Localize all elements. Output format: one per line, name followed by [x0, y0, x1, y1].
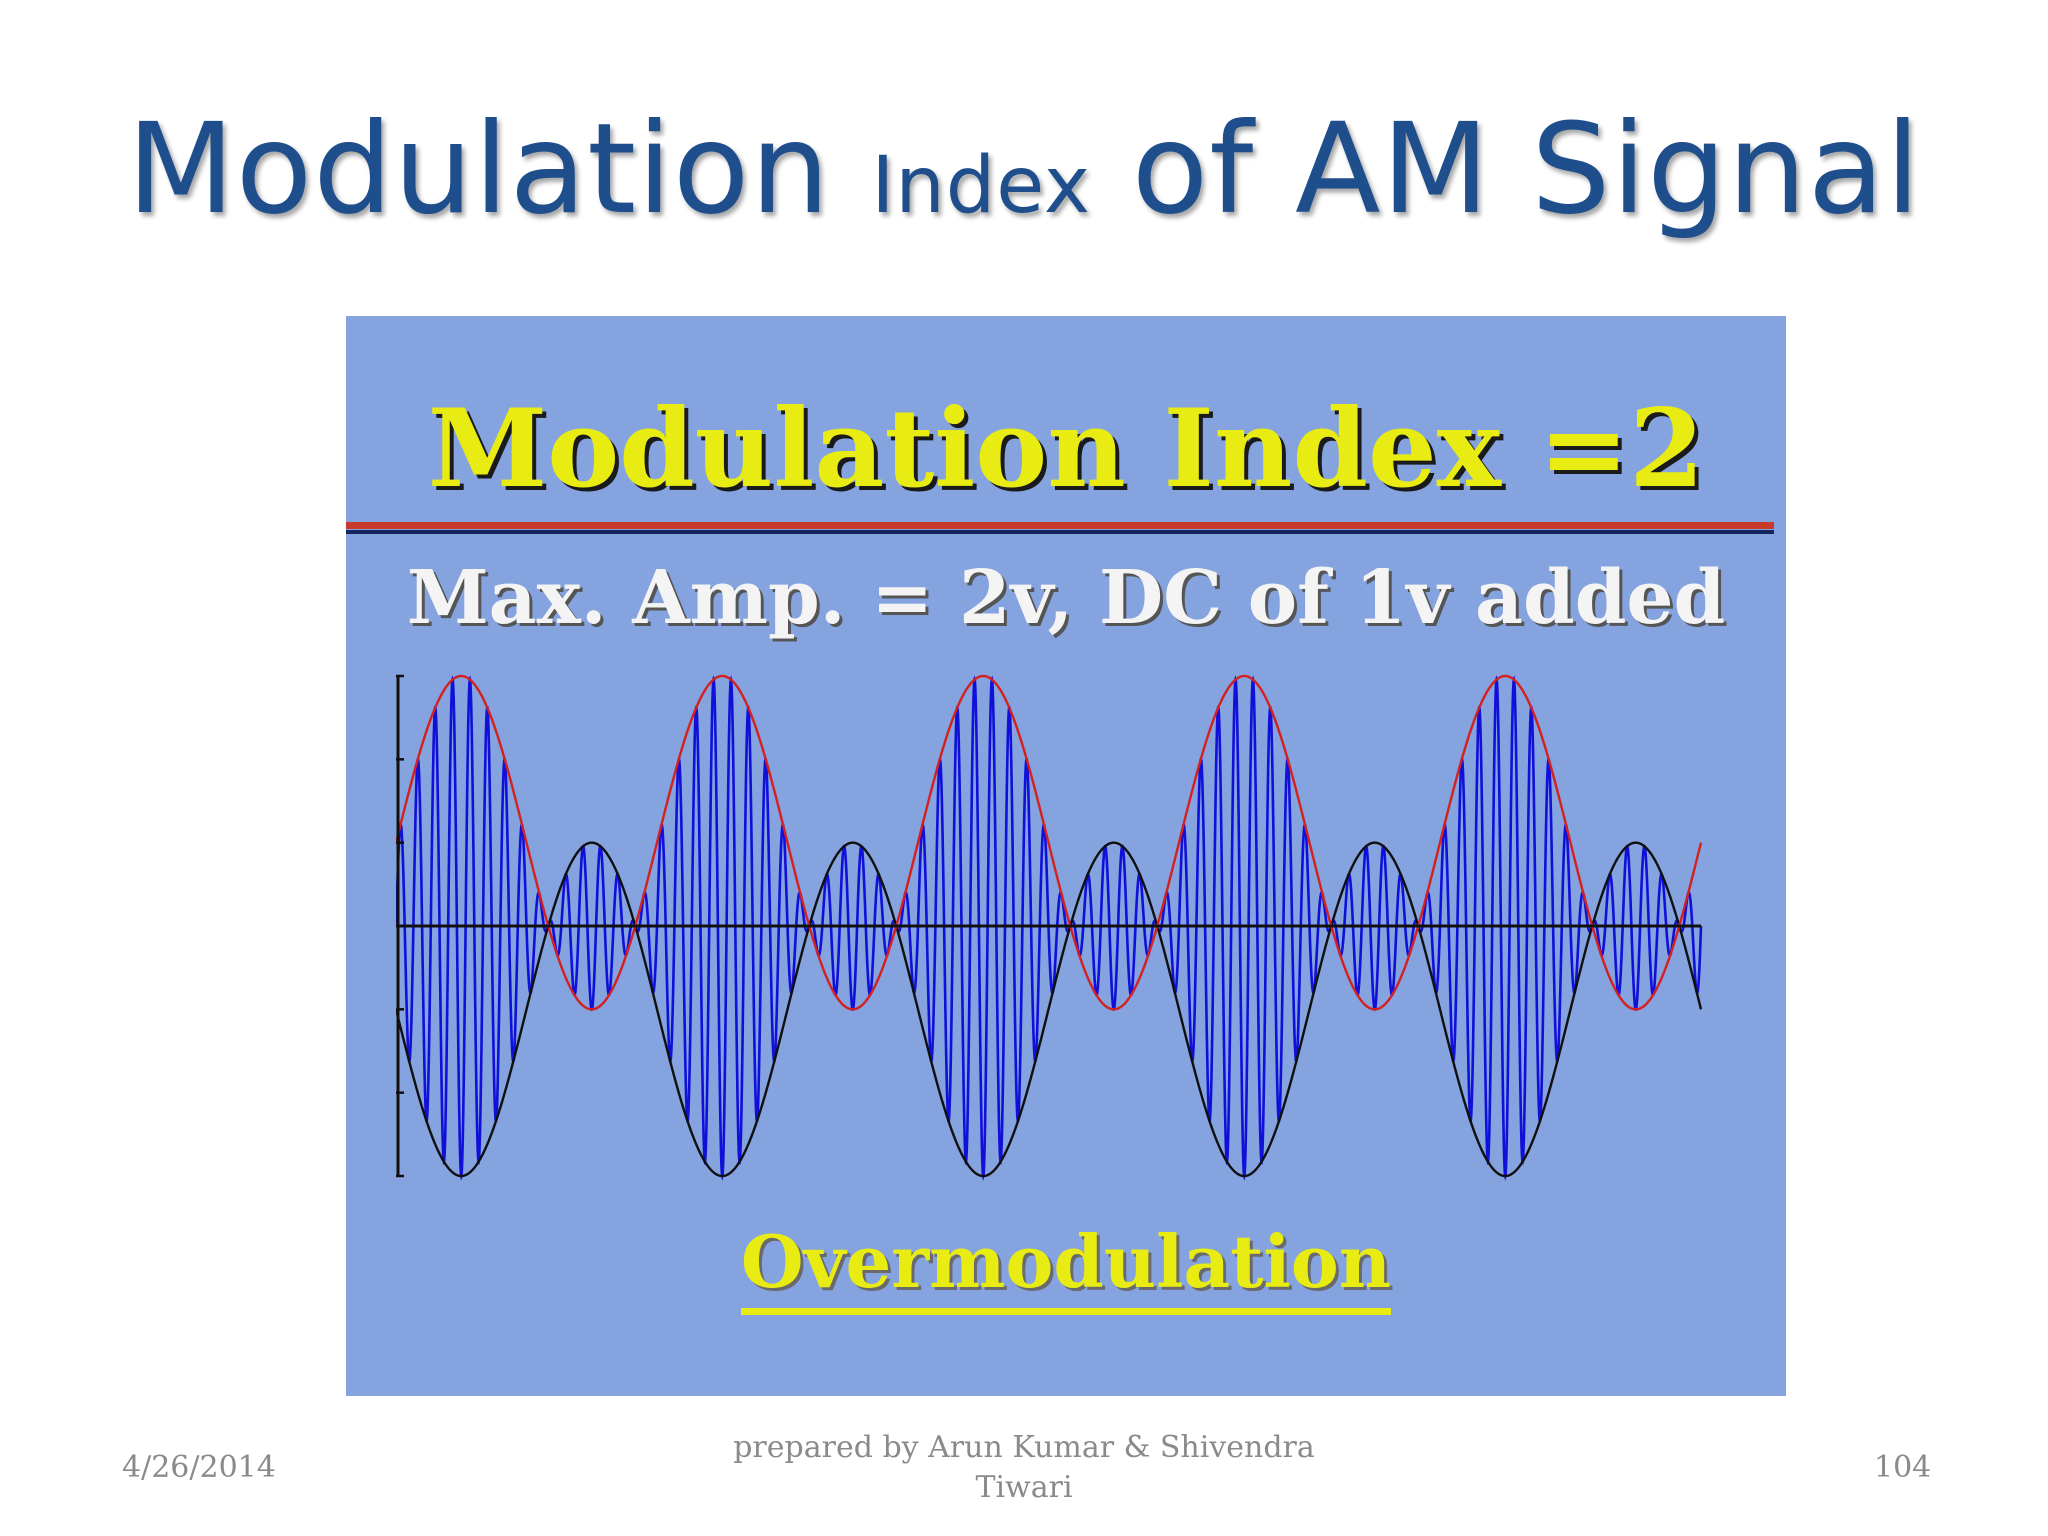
footer-author-line1: prepared by Arun Kumar & Shivendra: [733, 1430, 1315, 1465]
upper-envelope-line: [396, 674, 1703, 1011]
footer-date: 4/26/2014: [122, 1450, 276, 1485]
am-signal-line: [396, 675, 1703, 1181]
slide-title-rest: of AM Signal: [1131, 97, 1922, 242]
lower-envelope-line: [396, 841, 1703, 1178]
footer-page-number: 104: [1874, 1450, 1932, 1485]
am-waveform-plot: 3210-1-2-3: [396, 674, 1703, 1181]
footer-author-line2: Tiwari: [975, 1470, 1073, 1505]
slide-title-word-index: Index: [871, 141, 1092, 231]
slide-title-word-modulation: Modulation: [126, 97, 831, 242]
divider-red: [346, 522, 1774, 529]
panel-title: Modulation Index =2: [427, 386, 1705, 512]
slide-title: Modulation Index of AM Signal: [0, 95, 2048, 261]
panel-subtitle: Max. Amp. = 2v, DC of 1v added: [406, 555, 1726, 641]
panel-caption: Overmodulation: [740, 1216, 1392, 1315]
figure-panel: Modulation Index =2 Max. Amp. = 2v, DC o…: [346, 316, 1786, 1396]
divider-blue: [346, 530, 1774, 534]
footer-author: prepared by Arun Kumar & Shivendra Tiwar…: [0, 1428, 2048, 1508]
panel-caption-wrap: Overmodulation: [346, 1216, 1786, 1315]
